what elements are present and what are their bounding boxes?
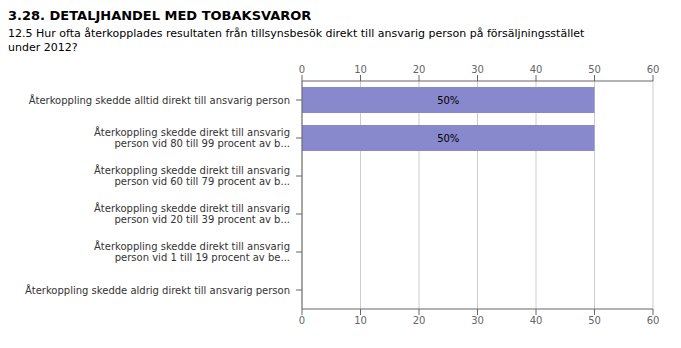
svg-text:50%: 50% xyxy=(437,133,459,144)
svg-text:50%: 50% xyxy=(437,95,459,106)
svg-text:30: 30 xyxy=(471,64,484,75)
svg-text:40: 40 xyxy=(530,315,543,326)
svg-text:Återkoppling skedde direkt til: Återkoppling skedde direkt till ansvarig… xyxy=(94,202,290,226)
svg-text:Återkoppling skedde direkt til: Återkoppling skedde direkt till ansvarig… xyxy=(94,126,290,150)
svg-text:50: 50 xyxy=(588,315,601,326)
svg-text:Återkoppling skedde direkt til: Återkoppling skedde direkt till ansvarig… xyxy=(94,164,290,188)
svg-text:20: 20 xyxy=(413,315,426,326)
svg-text:20: 20 xyxy=(413,64,426,75)
html-text:12.5 Hur ofta återkopplades re: 12.5 Hur ofta återkopplades resultaten f… xyxy=(8,27,585,54)
html-text:3.28. DETALJHANDEL MED TOBAKSV: 3.28. DETALJHANDEL MED TOBAKSVAROR xyxy=(8,8,312,23)
svg-text:50: 50 xyxy=(588,64,601,75)
svg-text:0: 0 xyxy=(299,315,305,326)
svg-text:10: 10 xyxy=(354,315,367,326)
svg-text:Återkoppling skedde alltid dir: Återkoppling skedde alltid direkt till a… xyxy=(29,94,290,106)
svg-text:Återkoppling skedde aldrig dir: Återkoppling skedde aldrig direkt till a… xyxy=(25,284,290,296)
svg-text:40: 40 xyxy=(530,64,543,75)
svg-text:30: 30 xyxy=(471,315,484,326)
svg-text:10: 10 xyxy=(354,64,367,75)
svg-text:60: 60 xyxy=(647,315,660,326)
svg-text:Återkoppling skedde direkt til: Återkoppling skedde direkt till ansvarig… xyxy=(94,240,290,264)
svg-text:60: 60 xyxy=(647,64,660,75)
svg-text:0: 0 xyxy=(299,64,305,75)
